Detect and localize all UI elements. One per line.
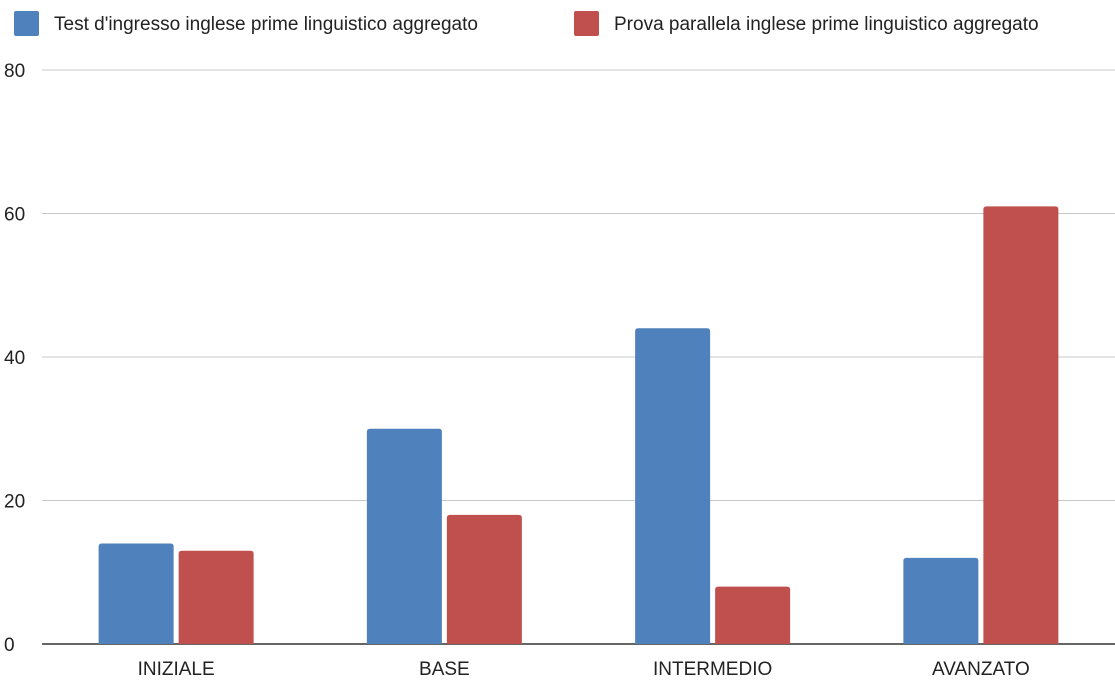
x-category-label-iniziale: INIZIALE [138,659,215,680]
bar-iniziale-series-1 [178,550,254,644]
bar-avanzato-series-1 [983,206,1059,644]
y-tick-label: 20 [4,492,25,513]
bar-iniziale-series-0 [98,543,174,644]
y-axis-ticks: 0 20 40 60 80 [4,61,25,656]
legend-label-prova-parallela: Prova parallela inglese prime linguistic… [614,14,1039,35]
bar-avanzato-series-0 [903,557,979,644]
y-tick-label: 60 [4,205,25,226]
x-axis-categories: INIZIALE BASE INTERMEDIO AVANZATO [138,659,1030,680]
legend-label-test-ingresso: Test d'ingresso inglese prime linguistic… [54,14,478,35]
bar-intermedio-series-0 [635,328,711,644]
legend-swatch-test-ingresso [14,11,39,36]
x-category-label-base: BASE [419,659,470,680]
x-category-label-intermedio: INTERMEDIO [653,659,772,680]
bar-intermedio-series-1 [715,586,791,644]
x-category-label-avanzato: AVANZATO [932,659,1030,680]
y-tick-label: 40 [4,348,25,369]
bars [98,206,1059,644]
y-tick-label: 0 [4,635,15,656]
legend: Test d'ingresso inglese prime linguistic… [14,11,1039,36]
bar-base-series-1 [446,514,522,644]
bar-base-series-0 [366,428,442,644]
legend-swatch-prova-parallela [574,11,599,36]
y-tick-label: 80 [4,61,25,82]
